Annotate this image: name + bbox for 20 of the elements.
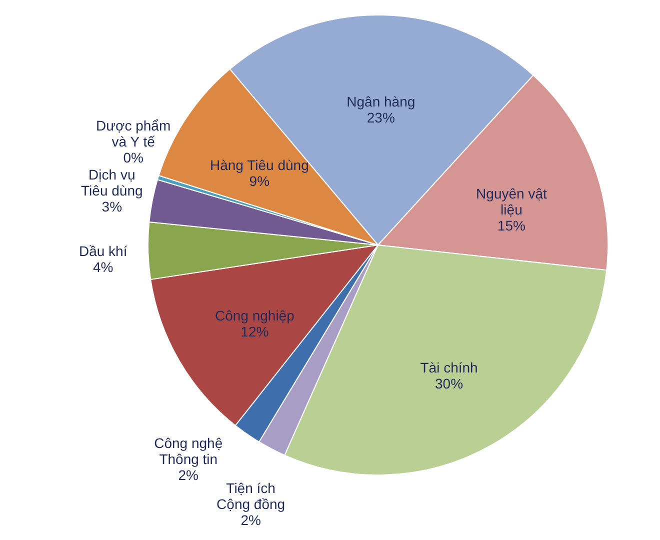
slice-label: Ngân hàng <box>346 93 416 110</box>
data-label: 2% <box>178 467 198 484</box>
data-label: 30% <box>435 376 464 392</box>
slice-label: Tiện ích Cộng đồng <box>216 480 286 512</box>
slice-label: Nguyên vật liệu <box>476 186 547 218</box>
slice-label: Công nghiệp <box>214 308 295 324</box>
data-label: 4% <box>92 258 114 275</box>
slice-label: Hàng Tiêu dùng <box>210 156 309 173</box>
data-label: 12% <box>240 324 269 340</box>
slice-label: Công nghệ Thông tin <box>154 435 223 468</box>
slice-label: Dịch vụ Tiêu dùng <box>81 166 143 199</box>
data-label: 15% <box>497 218 526 234</box>
data-label: 9% <box>249 172 270 189</box>
data-label: 2% <box>240 512 261 528</box>
data-label: 3% <box>102 198 122 215</box>
data-label: 23% <box>366 109 395 126</box>
data-label: 0% <box>123 150 144 166</box>
slice-label: Tài chính <box>420 360 478 376</box>
slice-label: Dầu khí <box>78 242 128 259</box>
slice-label: Dược phẩm và Y tế <box>96 118 171 150</box>
